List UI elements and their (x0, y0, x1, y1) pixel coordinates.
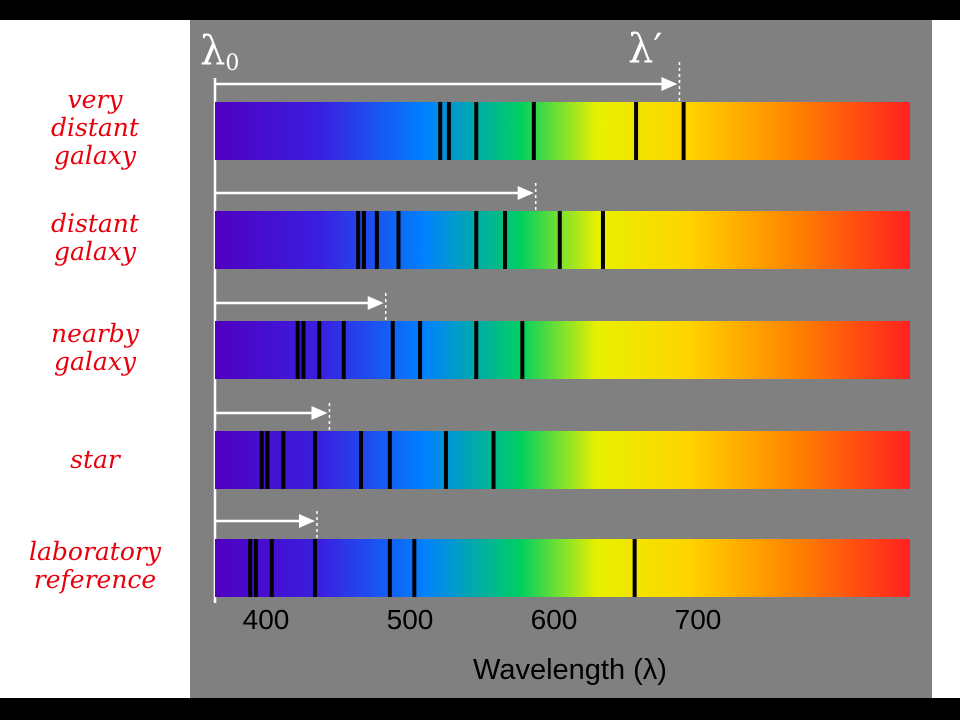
row-label: very distant galaxy (51, 85, 139, 170)
spectrum-row (215, 183, 910, 269)
axis-title: Wavelength (λ) (473, 654, 667, 686)
arrow-head (517, 186, 534, 200)
lambda-prime-symbol: λ′ (628, 26, 663, 72)
spectrum-rows (215, 62, 910, 597)
row-label: distant galaxy (51, 209, 139, 266)
lambda-symbol: λ (200, 28, 226, 74)
spectrum-bar (215, 102, 910, 160)
row-label: star (70, 445, 120, 474)
row-label: nearby galaxy (51, 319, 139, 376)
lambda-subscript: 0 (225, 51, 240, 76)
spectrum-row (215, 293, 910, 379)
lambda-zero-symbol: λ0 (200, 28, 239, 76)
tick-label: 400 (242, 604, 290, 635)
tick-label: 500 (386, 604, 434, 635)
spectrum-bar (215, 431, 910, 489)
arrow-head (661, 77, 678, 91)
spectrum-row (215, 74, 910, 160)
spectrum-bar (215, 211, 910, 269)
spectrum-row (215, 511, 910, 597)
spectrum-bar (215, 539, 910, 597)
label-panel (0, 20, 190, 698)
spectrum-row (215, 403, 910, 489)
arrow-head (367, 296, 384, 310)
spectrum-bar (215, 321, 910, 379)
tick-label: 600 (530, 604, 578, 635)
row-label: laboratory reference (29, 537, 161, 594)
arrow-head (298, 514, 315, 528)
right-margin (932, 20, 960, 698)
tick-label: 700 (674, 604, 722, 635)
arrow-head (311, 406, 328, 420)
